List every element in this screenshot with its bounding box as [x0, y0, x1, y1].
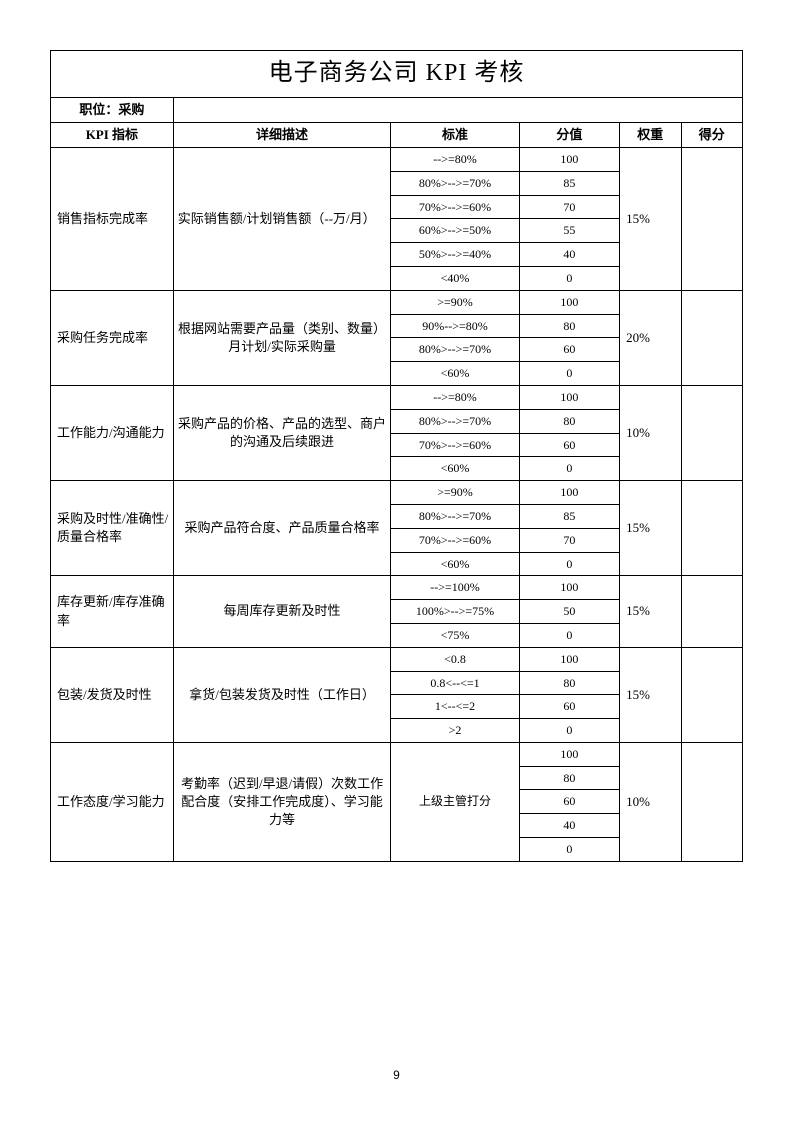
standard-cell: <60%: [391, 552, 519, 576]
weight-cell: 20%: [620, 290, 681, 385]
kpi-desc: 实际销售额/计划销售额（--万/月）: [173, 147, 391, 290]
result-cell: [681, 576, 743, 647]
score-cell: 100: [519, 290, 619, 314]
kpi-name: 销售指标完成率: [51, 147, 174, 290]
score-cell: 85: [519, 504, 619, 528]
kpi-desc: 采购产品符合度、产品质量合格率: [173, 481, 391, 576]
standard-cell: 50%>-->=40%: [391, 243, 519, 267]
score-cell: 60: [519, 338, 619, 362]
standard-cell: 60%>-->=50%: [391, 219, 519, 243]
score-cell: 55: [519, 219, 619, 243]
kpi-desc: 考勤率（迟到/早退/请假）次数工作配合度（安排工作完成度）、学习能力等: [173, 742, 391, 861]
standard-cell: >=90%: [391, 290, 519, 314]
score-cell: 60: [519, 790, 619, 814]
weight-cell: 15%: [620, 147, 681, 290]
standard-cell: <60%: [391, 457, 519, 481]
result-cell: [681, 742, 743, 861]
standard-cell: 80%>-->=70%: [391, 504, 519, 528]
kpi-table: 电子商务公司 KPI 考核职位：采购KPI 指标详细描述标准分值权重得分销售指标…: [50, 50, 743, 862]
standard-cell: <60%: [391, 362, 519, 386]
standard-cell: 70%>-->=60%: [391, 528, 519, 552]
score-cell: 80: [519, 766, 619, 790]
result-cell: [681, 147, 743, 290]
standard-cell: 70%>-->=60%: [391, 195, 519, 219]
kpi-name: 库存更新/库存准确率: [51, 576, 174, 647]
kpi-desc: 根据网站需要产品量（类别、数量）月计划/实际采购量: [173, 290, 391, 385]
header-standard: 标准: [391, 122, 519, 147]
standard-cell: 90%-->=80%: [391, 314, 519, 338]
kpi-desc: 拿货/包装发货及时性（工作日）: [173, 647, 391, 742]
score-cell: 100: [519, 147, 619, 171]
standard-cell: <75%: [391, 623, 519, 647]
score-cell: 50: [519, 600, 619, 624]
title: 电子商务公司 KPI 考核: [51, 51, 743, 98]
result-cell: [681, 647, 743, 742]
weight-cell: 15%: [620, 576, 681, 647]
score-cell: 0: [519, 623, 619, 647]
standard-cell: 1<--<=2: [391, 695, 519, 719]
kpi-name: 采购任务完成率: [51, 290, 174, 385]
score-cell: 60: [519, 695, 619, 719]
score-cell: 40: [519, 243, 619, 267]
header-score: 分值: [519, 122, 619, 147]
header-weight: 权重: [620, 122, 681, 147]
kpi-name: 包装/发货及时性: [51, 647, 174, 742]
standard-cell: 80%>-->=70%: [391, 171, 519, 195]
kpi-desc: 采购产品的价格、产品的选型、商户的沟通及后续跟进: [173, 385, 391, 480]
score-cell: 100: [519, 742, 619, 766]
standard-cell: >=90%: [391, 481, 519, 505]
score-cell: 80: [519, 409, 619, 433]
standard-cell: 0.8<--<=1: [391, 671, 519, 695]
position-empty: [173, 97, 742, 122]
kpi-name: 工作能力/沟通能力: [51, 385, 174, 480]
standard-cell: -->=80%: [391, 385, 519, 409]
page-number: 9: [0, 1068, 793, 1082]
header-desc: 详细描述: [173, 122, 391, 147]
result-cell: [681, 290, 743, 385]
score-cell: 85: [519, 171, 619, 195]
score-cell: 0: [519, 719, 619, 743]
standard-cell: <40%: [391, 266, 519, 290]
score-cell: 100: [519, 385, 619, 409]
score-cell: 100: [519, 647, 619, 671]
standard-cell: 80%>-->=70%: [391, 338, 519, 362]
weight-cell: 15%: [620, 647, 681, 742]
score-cell: 0: [519, 838, 619, 862]
standard-cell: 70%>-->=60%: [391, 433, 519, 457]
result-cell: [681, 385, 743, 480]
standard-merged: 上级主管打分: [391, 742, 519, 861]
weight-cell: 10%: [620, 385, 681, 480]
kpi-name: 工作态度/学习能力: [51, 742, 174, 861]
score-cell: 0: [519, 362, 619, 386]
header-kpi: KPI 指标: [51, 122, 174, 147]
score-cell: 60: [519, 433, 619, 457]
score-cell: 0: [519, 457, 619, 481]
header-result: 得分: [681, 122, 743, 147]
standard-cell: -->=80%: [391, 147, 519, 171]
weight-cell: 10%: [620, 742, 681, 861]
score-cell: 100: [519, 481, 619, 505]
score-cell: 100: [519, 576, 619, 600]
kpi-name: 采购及时性/准确性/质量合格率: [51, 481, 174, 576]
standard-cell: >2: [391, 719, 519, 743]
score-cell: 70: [519, 528, 619, 552]
position-label: 职位：采购: [51, 97, 174, 122]
standard-cell: -->=100%: [391, 576, 519, 600]
score-cell: 80: [519, 671, 619, 695]
score-cell: 70: [519, 195, 619, 219]
result-cell: [681, 481, 743, 576]
standard-cell: 80%>-->=70%: [391, 409, 519, 433]
score-cell: 40: [519, 814, 619, 838]
kpi-desc: 每周库存更新及时性: [173, 576, 391, 647]
score-cell: 0: [519, 266, 619, 290]
score-cell: 0: [519, 552, 619, 576]
standard-cell: 100%>-->=75%: [391, 600, 519, 624]
standard-cell: <0.8: [391, 647, 519, 671]
weight-cell: 15%: [620, 481, 681, 576]
score-cell: 80: [519, 314, 619, 338]
